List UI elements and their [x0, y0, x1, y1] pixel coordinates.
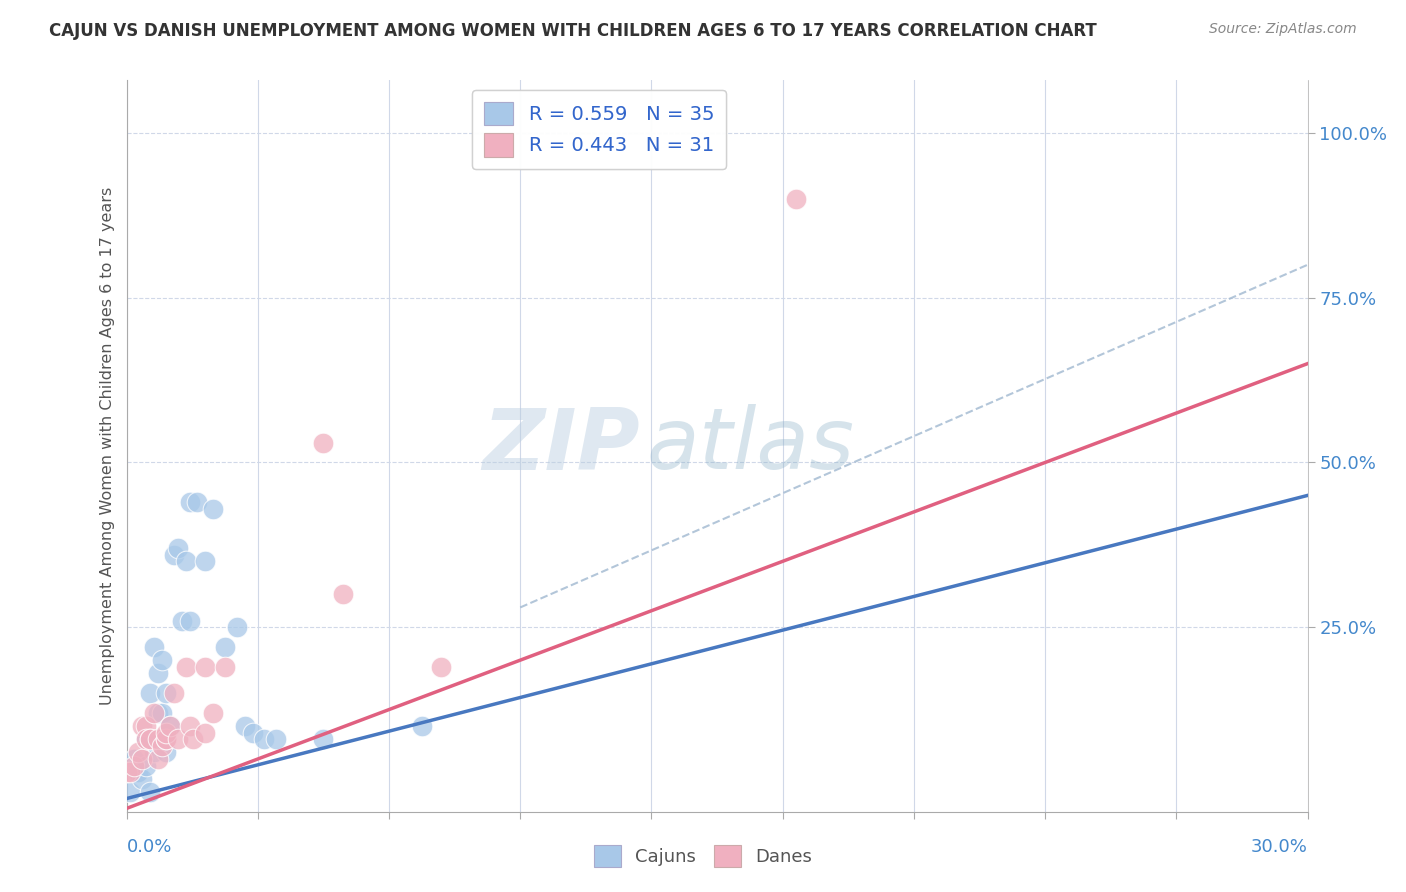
- Point: [143, 640, 166, 654]
- Point: [202, 501, 225, 516]
- Point: [143, 706, 166, 720]
- Point: [146, 666, 169, 681]
- Point: [124, 758, 146, 772]
- Point: [155, 746, 177, 760]
- Text: ZIP: ZIP: [482, 404, 640, 488]
- Point: [135, 758, 157, 772]
- Point: [225, 620, 247, 634]
- Point: [159, 719, 181, 733]
- Point: [253, 732, 276, 747]
- Point: [411, 719, 433, 733]
- Point: [120, 765, 142, 780]
- Point: [135, 719, 157, 733]
- Point: [115, 765, 138, 780]
- Point: [131, 772, 153, 786]
- Point: [312, 435, 335, 450]
- Point: [174, 554, 197, 568]
- Point: [120, 785, 142, 799]
- Point: [131, 752, 153, 766]
- Point: [135, 732, 157, 747]
- Point: [155, 725, 177, 739]
- Point: [194, 554, 217, 568]
- Point: [127, 746, 149, 760]
- Point: [155, 686, 177, 700]
- Point: [150, 739, 173, 753]
- Point: [146, 752, 169, 766]
- Point: [163, 686, 186, 700]
- Point: [166, 732, 188, 747]
- Point: [139, 732, 162, 747]
- Point: [155, 732, 177, 747]
- Point: [430, 659, 453, 673]
- Text: 30.0%: 30.0%: [1251, 838, 1308, 856]
- Legend: R = 0.559   N = 35, R = 0.443   N = 31: R = 0.559 N = 35, R = 0.443 N = 31: [472, 90, 725, 169]
- Point: [312, 732, 335, 747]
- Point: [135, 732, 157, 747]
- Point: [174, 659, 197, 673]
- Point: [179, 719, 201, 733]
- Point: [163, 548, 186, 562]
- Point: [139, 732, 162, 747]
- Point: [332, 587, 354, 601]
- Point: [139, 785, 162, 799]
- Point: [183, 732, 205, 747]
- Point: [214, 659, 236, 673]
- Text: 0.0%: 0.0%: [127, 838, 172, 856]
- Point: [179, 614, 201, 628]
- Y-axis label: Unemployment Among Women with Children Ages 6 to 17 years: Unemployment Among Women with Children A…: [100, 187, 115, 705]
- Point: [124, 752, 146, 766]
- Text: atlas: atlas: [647, 404, 855, 488]
- Point: [194, 725, 217, 739]
- Point: [785, 192, 807, 206]
- Point: [179, 495, 201, 509]
- Point: [202, 706, 225, 720]
- Point: [186, 495, 208, 509]
- Point: [127, 765, 149, 780]
- Point: [143, 746, 166, 760]
- Legend: Cajuns, Danes: Cajuns, Danes: [586, 838, 820, 874]
- Text: Source: ZipAtlas.com: Source: ZipAtlas.com: [1209, 22, 1357, 37]
- Point: [131, 719, 153, 733]
- Point: [155, 732, 177, 747]
- Point: [166, 541, 188, 556]
- Point: [127, 765, 149, 780]
- Point: [214, 640, 236, 654]
- Point: [146, 706, 169, 720]
- Text: CAJUN VS DANISH UNEMPLOYMENT AMONG WOMEN WITH CHILDREN AGES 6 TO 17 YEARS CORREL: CAJUN VS DANISH UNEMPLOYMENT AMONG WOMEN…: [49, 22, 1097, 40]
- Point: [194, 659, 217, 673]
- Point: [159, 719, 181, 733]
- Point: [233, 719, 256, 733]
- Point: [146, 732, 169, 747]
- Point: [150, 706, 173, 720]
- Point: [139, 686, 162, 700]
- Point: [264, 732, 287, 747]
- Point: [242, 725, 264, 739]
- Point: [150, 653, 173, 667]
- Point: [170, 614, 193, 628]
